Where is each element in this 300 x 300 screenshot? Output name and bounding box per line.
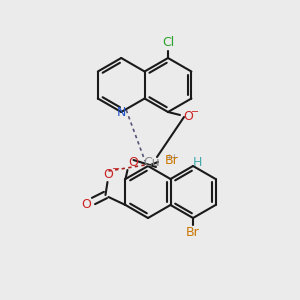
Text: O: O [103, 169, 113, 182]
Text: N: N [116, 106, 126, 118]
Text: Cl: Cl [162, 35, 174, 49]
Text: O: O [183, 110, 193, 124]
Text: O: O [82, 197, 92, 211]
Text: H: H [192, 155, 202, 169]
Text: −: − [112, 164, 121, 174]
Text: −: − [191, 107, 199, 117]
Text: Br: Br [165, 154, 179, 166]
Text: ++: ++ [165, 152, 178, 161]
Text: O: O [128, 155, 138, 169]
Text: Br: Br [186, 226, 200, 239]
Text: Cu: Cu [144, 155, 160, 169]
